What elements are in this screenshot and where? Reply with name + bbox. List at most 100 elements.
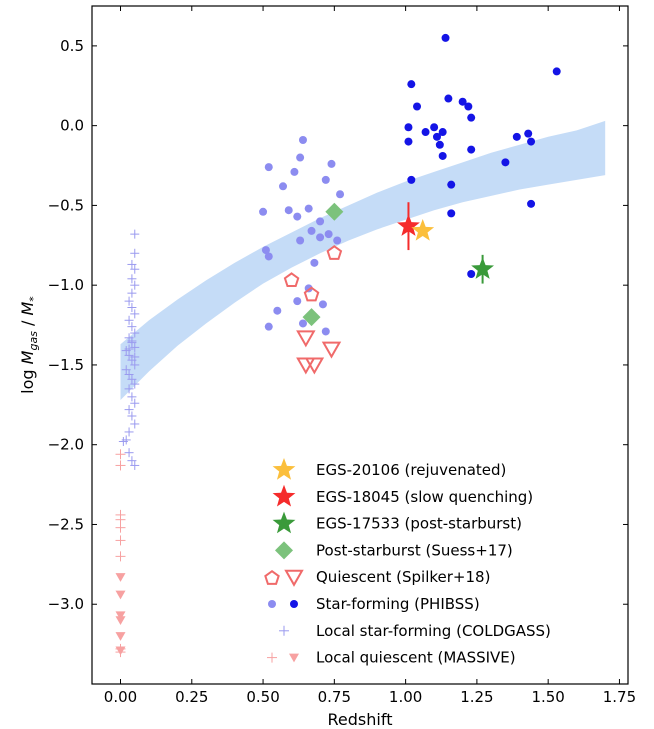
x-tick-label: 1.25 [460,688,493,706]
y-tick-label: −2.5 [48,515,84,533]
phibss-low-z-point [298,319,307,328]
phibss-low-z-point [316,233,325,242]
legend-label: EGS-18045 (slow quenching) [316,488,533,506]
phibss-low-z-point [327,159,336,168]
massive-limit-point [115,573,126,582]
legend-circle-high-marker [290,600,298,608]
x-tick-label: 0.50 [246,688,279,706]
legend-circle-low-marker [268,600,276,608]
coldgass-point [130,460,140,470]
phibss-high-z-point [432,132,441,141]
phibss-high-z-point [421,128,430,137]
coldgass-point [118,437,128,447]
massive-point [115,522,126,533]
coldgass-point [127,322,137,332]
coldgass-point [124,370,134,380]
coldgass-point [124,427,134,437]
legend-entry-1: EGS-18045 (slow quenching) [272,484,533,507]
plot-frame [91,5,629,685]
phibss-low-z-point [264,322,273,331]
phibss-high-z-point [467,270,476,279]
massive-limit-point [115,646,126,656]
y-tick-label: −1.5 [48,356,84,374]
coldgass-point [130,328,140,338]
coldgass-point [130,248,140,258]
legend-star-marker [272,484,296,507]
coldgass-point [124,448,134,458]
coldgass-point [127,392,137,402]
legend-label: EGS-20106 (rejuvenated) [316,461,506,479]
phibss-high-z-point [467,145,476,154]
phibss-low-z-point [310,258,319,267]
y-axis-label: log Mgas / M* [18,296,40,394]
coldgass-point [124,384,134,394]
massive-limit-point [115,611,126,621]
x-tick-label: 0.75 [318,688,351,706]
phibss-low-z-point [279,182,288,191]
legend-plus-marker [279,625,289,636]
phibss-high-z-point [467,113,476,122]
coldgass-point [124,315,134,325]
massive-limit-point [115,632,126,641]
phibss-high-z-point [407,80,416,89]
phibss-high-z-point [444,94,453,103]
y-tick-label: −2.0 [48,436,84,454]
coldgass-point [127,274,137,284]
y-axis-label-num-sub: gas [27,331,40,351]
points-layer [115,33,561,658]
coldgass-point [130,379,140,389]
phibss-low-z-point [293,212,302,221]
legend-label: Post-starburst (Suess+17) [316,541,513,559]
massive-point [115,460,126,471]
massive-point [115,535,126,546]
coldgass-point [130,352,140,362]
y-axis-label-den: M [18,301,37,315]
band-layer [120,120,606,401]
phibss-high-z-point [458,97,467,106]
legend-label: Local quiescent (MASSIVE) [316,649,516,667]
phibss-high-z-point [501,158,510,167]
legend-entry-4: Quiescent (Spilker+18) [264,568,490,587]
phibss-high-z-point [512,132,521,141]
phibss-low-z-point [273,306,282,315]
legend-plus-marker [267,652,277,663]
coldgass-point [130,264,140,274]
phibss-low-z-point [298,136,307,145]
phibss-low-z-point [290,167,299,176]
coldgass-point [124,405,134,415]
coldgass-point [124,296,134,306]
x-tick-label: 1.00 [389,688,422,706]
legend-star-marker [272,511,296,534]
coldgass-point [127,259,137,269]
legend-star-marker [272,458,296,480]
phibss-low-z-point [307,226,316,235]
coldgass-point [124,344,134,354]
phibss-low-z-point [264,163,273,172]
phibss-high-z-point [527,199,536,208]
legend-entry-5: Star-forming (PHIBSS) [268,595,480,613]
legend-diamond-marker [275,541,293,560]
phibss-high-z-point [552,67,561,76]
spilker-quiescent-point [326,245,343,260]
egs-17533-star [471,257,495,279]
coldgass-point [127,336,137,346]
coldgass-point [127,303,137,313]
legend-label: Local star-forming (COLDGASS) [316,622,551,640]
legend: EGS-20106 (rejuvenated) EGS-18045 (slow q… [264,458,551,667]
phibss-low-z-point [333,236,342,245]
phibss-high-z-point [430,123,439,132]
phibss-high-z-point [527,137,536,146]
coldgass-point [130,342,140,352]
spilker-quiescent-limit [304,357,325,375]
coldgass-point [121,365,131,375]
coldgass-point [127,288,137,298]
coldgass-point [130,309,140,319]
legend-entry-3: Post-starburst (Suess+17) [275,541,513,560]
coldgass-point [130,280,140,290]
phibss-high-z-point [524,129,533,138]
phibss-high-z-point [407,175,416,184]
y-tick-label: 0.5 [60,37,84,55]
coldgass-point [127,456,137,466]
phibss-high-z-point [435,140,444,149]
